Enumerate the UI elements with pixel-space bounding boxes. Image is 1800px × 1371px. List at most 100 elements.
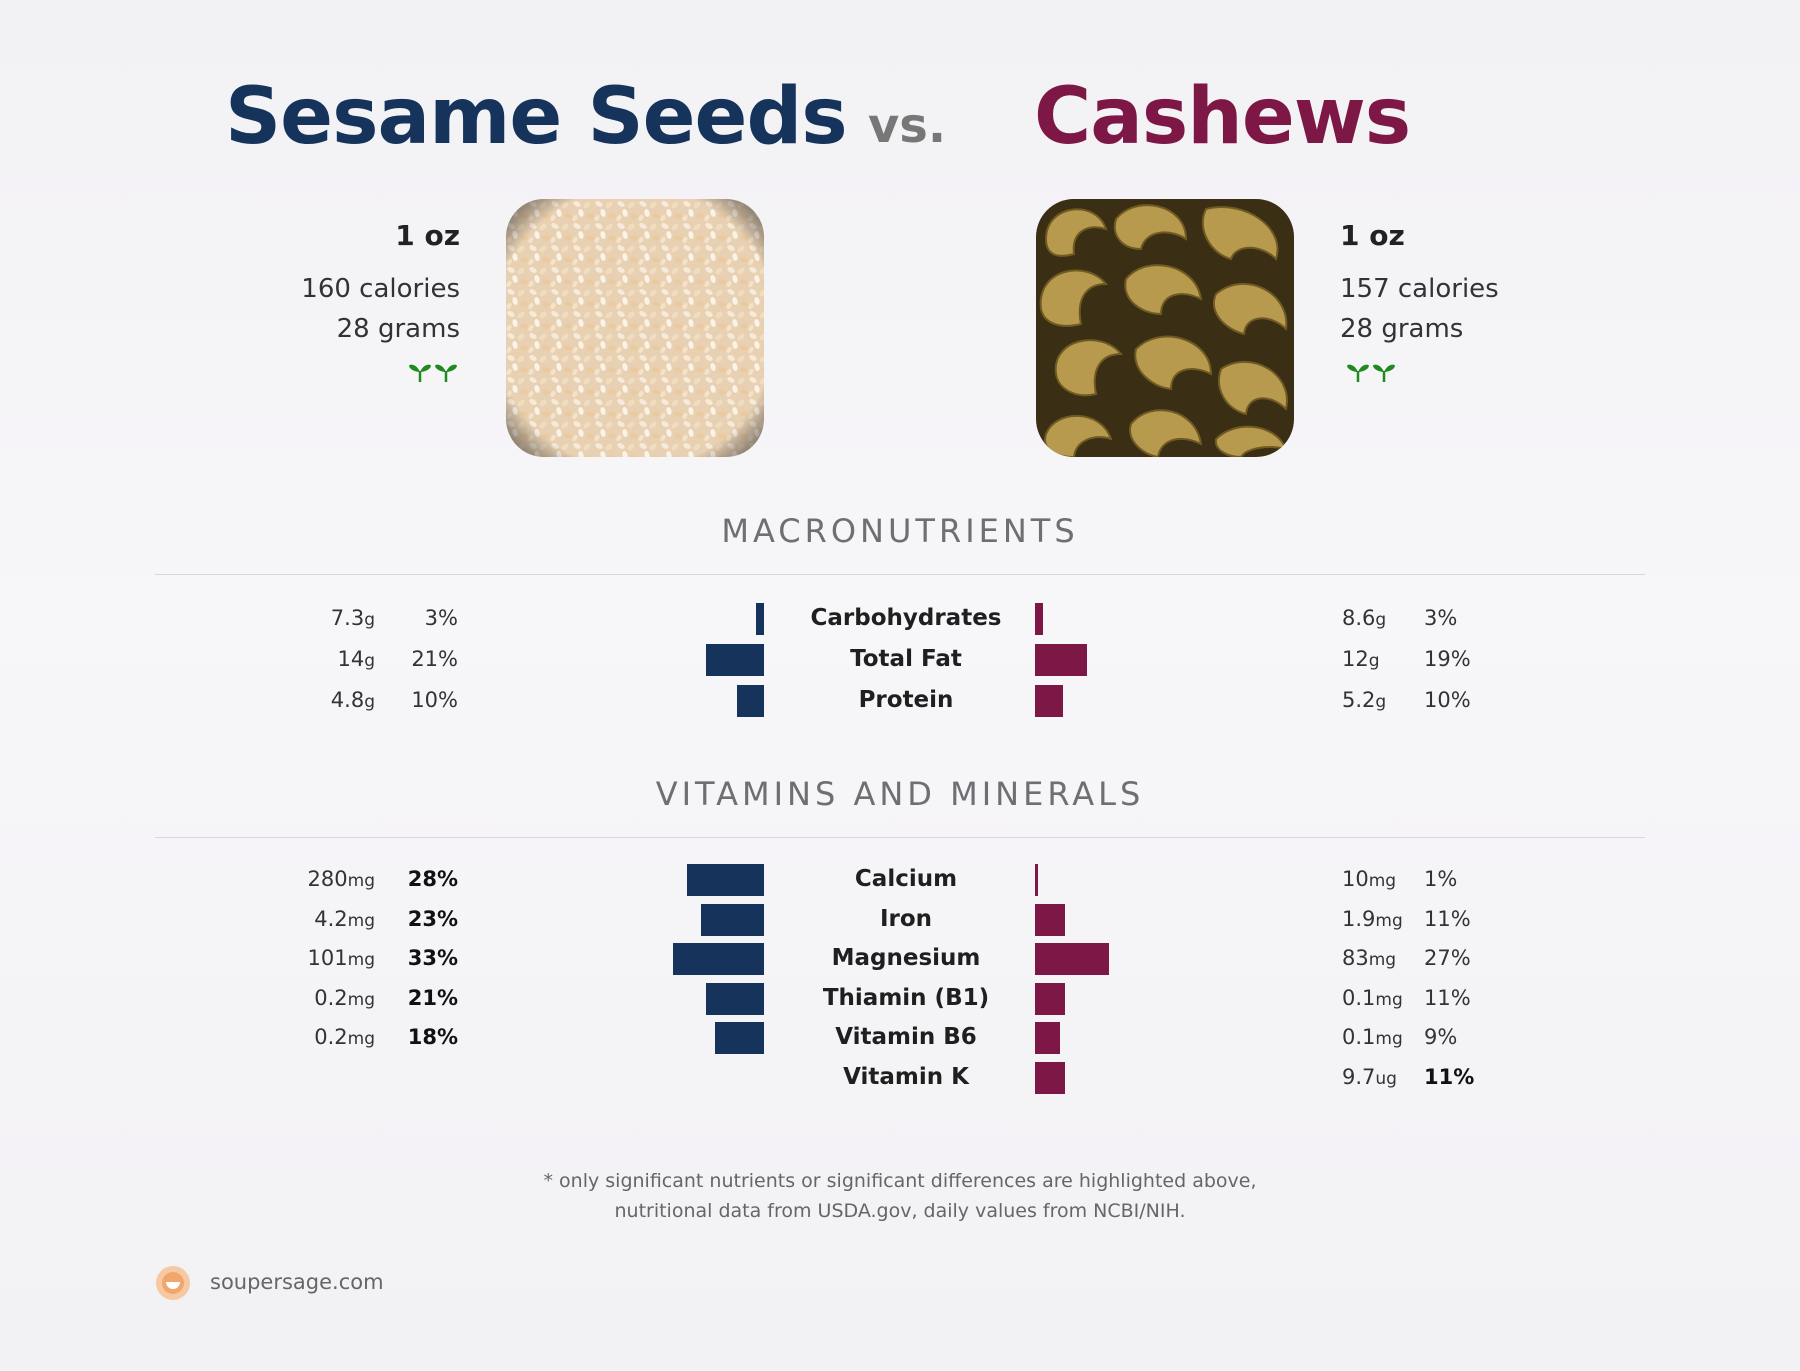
cashews-amount-unit: ug — [1375, 1068, 1397, 1089]
footnote-line-2: nutritional data from USDA.gov, daily va… — [614, 1200, 1186, 1222]
left-calories: 160 calories — [301, 274, 460, 304]
cashews-daily-value-pct: 11% — [1424, 906, 1471, 931]
sesame-amount-amount: 14 — [337, 647, 365, 671]
cashews-daily-value-pct: 11% — [1424, 1064, 1475, 1089]
vitamins-minerals-heading: VITAMINS AND MINERALS — [655, 775, 1145, 813]
sesame-daily-value-pct: 3% — [424, 606, 458, 630]
cashews-amount-amount: 12 — [1342, 647, 1369, 671]
nutrient-label: Vitamin K — [843, 1063, 969, 1090]
cashews-amount-amount: 8.6 — [1342, 606, 1376, 630]
cashews-amount-unit: mg — [1368, 871, 1397, 891]
sesame-daily-value-pct: 23% — [407, 906, 458, 931]
cashews-bar — [1035, 943, 1110, 975]
left-grams: 28 grams — [336, 314, 460, 344]
cashews-daily-value-pct: 3% — [1424, 606, 1458, 630]
nutrient-label: Carbohydrates — [810, 605, 1002, 631]
macronutrients-heading: MACRONUTRIENTS — [721, 512, 1079, 550]
cashews-image — [1036, 199, 1294, 457]
cashews-amount: 5.2g — [1342, 688, 1386, 712]
sesame-amount: 7.3g — [331, 606, 375, 630]
vitamins-minerals-divider — [155, 837, 1645, 838]
sesame-amount-unit: g — [364, 651, 375, 671]
sesame-amount-unit: g — [364, 692, 375, 712]
cashews-bar — [1035, 864, 1038, 896]
sesame-bar — [700, 903, 764, 936]
sesame-daily-value-pct: 28% — [407, 867, 458, 891]
cashews-amount: 83mg — [1342, 946, 1396, 970]
sesame-amount-unit: mg — [347, 950, 375, 970]
right-serving: 1 oz — [1340, 219, 1405, 252]
cashews-daily-value-pct: 1% — [1424, 867, 1458, 891]
brand-link[interactable]: soupersage.com — [210, 1270, 384, 1294]
cashews-bar — [1035, 1061, 1066, 1094]
cashews-amount: 9.7ug — [1342, 1065, 1397, 1089]
sesame-daily-value-pct: 33% — [407, 946, 458, 970]
macronutrients-divider — [155, 574, 1645, 575]
cashews-amount: 12g — [1342, 647, 1380, 671]
sesame-amount: 101mg — [308, 946, 375, 970]
cashews-amount-unit: mg — [1375, 910, 1403, 931]
sesame-amount: 0.2mg — [314, 986, 375, 1010]
left-food-title: Sesame Seeds — [225, 72, 848, 162]
sesame-amount-amount: 0.2 — [314, 985, 348, 1010]
sesame-amount-amount: 0.2 — [314, 1025, 348, 1049]
right-calories: 157 calories — [1340, 274, 1499, 304]
sesame-bar — [687, 864, 764, 896]
nutrient-label: Protein — [858, 687, 954, 713]
sesame-daily-value-pct: 10% — [411, 688, 458, 712]
sesame-amount-amount: 280 — [307, 867, 348, 891]
vegan-sprout-icon — [1346, 360, 1398, 388]
sesame-amount: 4.2mg — [314, 907, 375, 931]
sesame-amount-unit: mg — [347, 989, 375, 1010]
cashews-bar — [1035, 1022, 1060, 1054]
cashews-amount: 1.9mg — [1342, 907, 1403, 931]
sesame-amount-amount: 101 — [307, 946, 348, 970]
sesame-seeds-image — [506, 199, 764, 457]
cashews-amount-unit: g — [1368, 651, 1380, 671]
sesame-amount: 280mg — [308, 867, 375, 891]
nutrient-label: Thiamin (B1) — [822, 984, 990, 1011]
sesame-amount-amount: 4.8 — [330, 688, 365, 712]
cashews-daily-value-pct: 11% — [1424, 985, 1471, 1010]
sesame-bar — [706, 982, 764, 1015]
cashews-amount: 0.1mg — [1342, 986, 1403, 1010]
cashews-daily-value-pct: 19% — [1424, 647, 1471, 671]
sesame-bar — [706, 644, 764, 676]
cashews-amount: 8.6g — [1342, 606, 1386, 630]
sesame-amount-unit: mg — [347, 1029, 375, 1049]
cashews-amount: 0.1mg — [1342, 1025, 1403, 1049]
cashews-daily-value-pct: 10% — [1424, 688, 1471, 712]
sesame-daily-value-pct: 18% — [407, 1025, 458, 1049]
cashews-bar — [1035, 603, 1044, 635]
sesame-daily-value-pct: 21% — [407, 985, 458, 1010]
cashews-bar — [1035, 644, 1088, 676]
left-serving: 1 oz — [395, 219, 460, 252]
nutrient-label: Total Fat — [850, 646, 962, 672]
vegan-sprout-icon — [408, 360, 460, 388]
cashews-amount-amount: 0.1 — [1342, 985, 1376, 1010]
sesame-amount-unit: g — [364, 610, 375, 630]
cashews-amount: 10mg — [1342, 867, 1396, 891]
right-grams: 28 grams — [1340, 314, 1464, 344]
sesame-bar — [714, 1022, 764, 1054]
cashews-amount-amount: 83 — [1342, 946, 1369, 970]
cashews-amount-unit: g — [1375, 610, 1387, 630]
soupersage-logo-icon — [155, 1265, 191, 1305]
vs-label: vs. — [868, 98, 947, 154]
sesame-bar — [673, 943, 764, 975]
nutrient-label: Calcium — [854, 866, 958, 892]
cashews-amount-unit: mg — [1375, 989, 1403, 1010]
sesame-amount-unit: mg — [347, 910, 375, 931]
sesame-amount: 4.8g — [331, 688, 375, 712]
right-food-title: Cashews — [1034, 72, 1411, 162]
cashews-bar — [1035, 685, 1063, 717]
sesame-daily-value-pct: 21% — [411, 647, 458, 671]
nutrient-label: Vitamin B6 — [835, 1024, 977, 1050]
sesame-amount: 0.2mg — [314, 1025, 375, 1049]
sesame-bar — [736, 685, 764, 717]
nutrient-label: Magnesium — [831, 945, 981, 971]
sesame-bar — [755, 603, 764, 635]
cashews-daily-value-pct: 27% — [1424, 946, 1471, 970]
nutrient-label: Iron — [879, 905, 933, 932]
cashews-amount-amount: 1.9 — [1342, 906, 1376, 931]
